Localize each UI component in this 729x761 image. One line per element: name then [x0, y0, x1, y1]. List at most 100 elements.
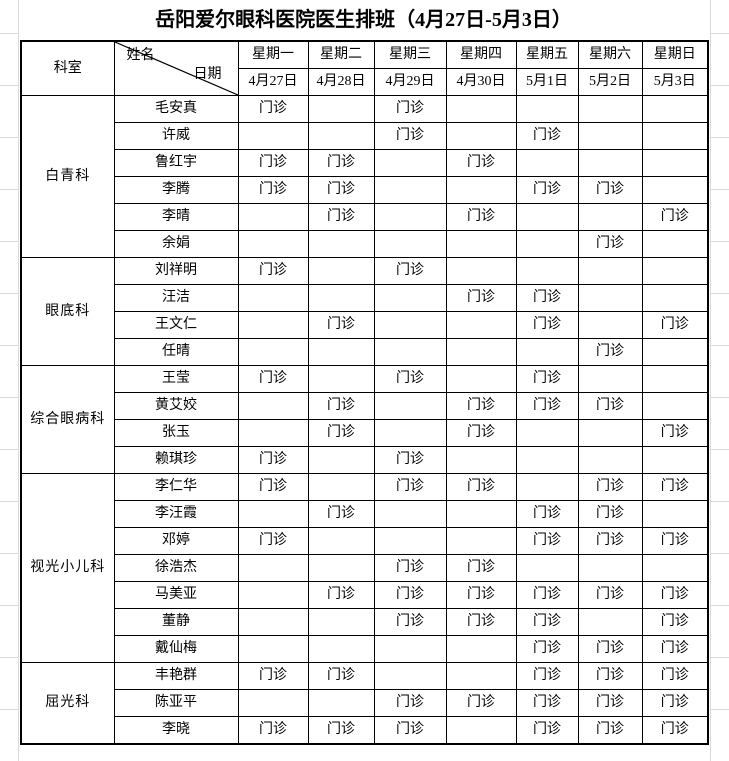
clinic-cell: 门诊	[373, 365, 447, 393]
empty-schedule-cell	[445, 635, 517, 663]
clinic-cell: 门诊	[515, 635, 579, 663]
doctor-row: 李腾 门诊 门诊 门诊 门诊	[21, 176, 709, 204]
sheet-column-gridline-right	[710, 0, 711, 761]
doctor-row: 黄艾姣 门诊 门诊 门诊 门诊	[21, 392, 709, 420]
weekday-header-mon: 星期一	[237, 40, 309, 69]
clinic-cell: 门诊	[577, 176, 643, 204]
clinic-cell: 门诊	[577, 689, 643, 717]
clinic-cell: 门诊	[307, 392, 375, 420]
dept-column-header: 科室	[20, 40, 115, 96]
clinic-cell: 门诊	[641, 689, 709, 717]
clinic-cell: 门诊	[515, 527, 579, 555]
empty-schedule-cell	[307, 689, 375, 717]
empty-schedule-cell	[373, 527, 447, 555]
clinic-cell: 门诊	[373, 581, 447, 609]
clinic-cell: 门诊	[373, 608, 447, 636]
empty-schedule-cell	[373, 635, 447, 663]
clinic-cell: 门诊	[515, 392, 579, 420]
empty-schedule-cell	[577, 365, 643, 393]
doctor-name-cell: 戴仙梅	[113, 635, 239, 663]
empty-schedule-cell	[577, 446, 643, 474]
doctor-name-cell: 李汪霞	[113, 500, 239, 528]
empty-schedule-cell	[237, 203, 309, 231]
doctor-name-cell: 李晓	[113, 716, 239, 745]
clinic-cell: 门诊	[307, 149, 375, 177]
empty-schedule-cell	[307, 635, 375, 663]
doctor-name-cell: 毛安真	[113, 95, 239, 123]
empty-schedule-cell	[445, 500, 517, 528]
doctor-row: 陈亚平 门诊 门诊 门诊 门诊 门诊	[21, 689, 709, 717]
clinic-cell: 门诊	[373, 689, 447, 717]
clinic-cell: 门诊	[237, 662, 309, 690]
clinic-cell: 门诊	[641, 311, 709, 339]
empty-schedule-cell	[577, 554, 643, 582]
doctor-name-cell: 许威	[113, 122, 239, 150]
clinic-cell: 门诊	[641, 635, 709, 663]
name-axis-label: 姓名	[126, 48, 155, 63]
date-header-fri: 5月1日	[515, 68, 579, 96]
clinic-cell: 门诊	[307, 716, 375, 745]
empty-schedule-cell	[641, 95, 709, 123]
empty-schedule-cell	[237, 122, 309, 150]
doctor-name-cell: 汪洁	[113, 284, 239, 312]
empty-schedule-cell	[641, 176, 709, 204]
empty-schedule-cell	[373, 176, 447, 204]
clinic-cell: 门诊	[237, 716, 309, 745]
clinic-cell: 门诊	[373, 122, 447, 150]
doctor-name-cell: 马美亚	[113, 581, 239, 609]
empty-schedule-cell	[515, 95, 579, 123]
doctor-row: 徐浩杰 门诊 门诊	[21, 554, 709, 582]
doctor-row: 王文仁 门诊 门诊 门诊	[21, 311, 709, 339]
doctor-row: 余娟 门诊	[21, 230, 709, 258]
doctor-name-cell: 黄艾姣	[113, 392, 239, 420]
empty-schedule-cell	[373, 311, 447, 339]
doctor-name-cell: 李晴	[113, 203, 239, 231]
empty-schedule-cell	[577, 608, 643, 636]
empty-schedule-cell	[307, 473, 375, 501]
doctor-name-cell: 赖琪珍	[113, 446, 239, 474]
empty-schedule-cell	[641, 122, 709, 150]
clinic-cell: 门诊	[445, 392, 517, 420]
empty-schedule-cell	[577, 95, 643, 123]
doctor-row: 屈光科 丰艳群 门诊 门诊 门诊 门诊 门诊	[20, 662, 709, 745]
clinic-cell: 门诊	[577, 581, 643, 609]
empty-schedule-cell	[641, 149, 709, 177]
doctor-name-cell: 王文仁	[113, 311, 239, 339]
clinic-cell: 门诊	[577, 635, 643, 663]
empty-schedule-cell	[577, 149, 643, 177]
empty-schedule-cell	[641, 365, 709, 393]
empty-schedule-cell	[307, 365, 375, 393]
clinic-cell: 门诊	[373, 554, 447, 582]
empty-schedule-cell	[445, 365, 517, 393]
clinic-cell: 门诊	[307, 581, 375, 609]
clinic-cell: 门诊	[445, 554, 517, 582]
doctor-name-cell: 陈亚平	[113, 689, 239, 717]
doctor-row: 张玉 门诊 门诊 门诊	[21, 419, 709, 447]
clinic-cell: 门诊	[307, 662, 375, 690]
department-cell: 视光小儿科	[20, 473, 115, 663]
sheet-margin-gridlines-right	[710, 33, 729, 761]
doctor-row: 鲁红宇 门诊 门诊 门诊	[21, 149, 709, 177]
empty-schedule-cell	[445, 716, 517, 745]
clinic-cell: 门诊	[641, 581, 709, 609]
clinic-cell: 门诊	[577, 662, 643, 690]
weekday-header-fri: 星期五	[515, 40, 579, 69]
doctor-row: 戴仙梅 门诊 门诊 门诊	[21, 635, 709, 663]
clinic-cell: 门诊	[373, 473, 447, 501]
doctor-row: 马美亚 门诊 门诊 门诊 门诊 门诊 门诊	[21, 581, 709, 609]
empty-schedule-cell	[237, 311, 309, 339]
clinic-cell: 门诊	[237, 446, 309, 474]
clinic-cell: 门诊	[515, 608, 579, 636]
name-date-header: 姓名 日期	[113, 40, 239, 96]
doctor-row: 李汪霞 门诊 门诊 门诊	[21, 500, 709, 528]
empty-schedule-cell	[515, 203, 579, 231]
clinic-cell: 门诊	[515, 122, 579, 150]
clinic-cell: 门诊	[307, 203, 375, 231]
empty-schedule-cell	[577, 284, 643, 312]
empty-schedule-cell	[307, 284, 375, 312]
doctor-row: 李晓 门诊 门诊 门诊 门诊 门诊 门诊	[21, 716, 709, 745]
doctor-row: 李晴 门诊 门诊 门诊	[21, 203, 709, 231]
date-axis-label: 日期	[193, 67, 222, 82]
schedule-title: 岳阳爱尔眼科医院医生排班（4月27日-5月3日）	[155, 9, 572, 31]
clinic-cell: 门诊	[515, 689, 579, 717]
